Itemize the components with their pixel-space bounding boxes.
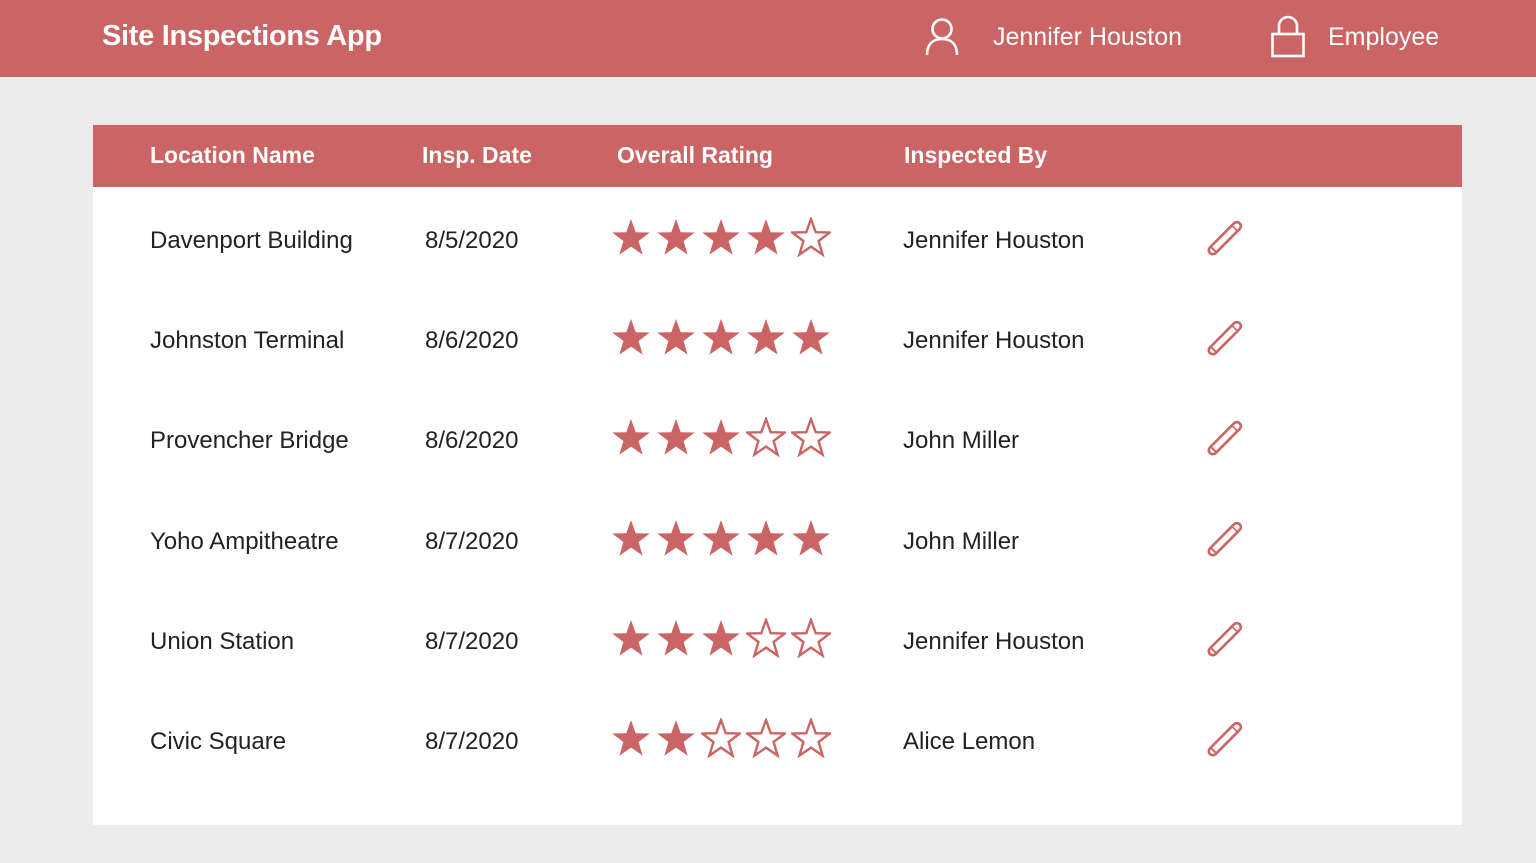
rating-stars (611, 518, 831, 562)
column-header-location[interactable]: Location Name (150, 142, 315, 168)
user-icon (925, 18, 959, 56)
location-name: Union Station (150, 627, 295, 655)
inspected-by: John Miller (903, 427, 1020, 455)
star-filled-icon (702, 519, 740, 556)
location-name: Yoho Ampitheatre (150, 527, 339, 555)
edit-pencil-icon[interactable] (1196, 415, 1248, 467)
star-filled-icon (612, 419, 650, 455)
star-filled-icon (792, 519, 830, 556)
table-row[interactable]: Provencher Bridge 8/6/2020 John Miller (93, 391, 1462, 491)
rating-stars (611, 617, 831, 662)
edit-pencil-icon[interactable] (1196, 215, 1248, 267)
edit-pencil-icon[interactable] (1196, 716, 1248, 768)
edit-pencil-icon[interactable] (1196, 315, 1248, 367)
star-empty-icon (746, 718, 786, 758)
location-name: Johnston Terminal (150, 327, 345, 355)
inspection-date: 8/6/2020 (425, 427, 519, 455)
column-header-inspector[interactable]: Inspected By (904, 142, 1048, 168)
inspection-date: 8/5/2020 (425, 227, 519, 254)
star-filled-icon (612, 720, 650, 756)
inspected-by: John Miller (903, 527, 1020, 555)
rating-stars (611, 317, 831, 361)
table-row[interactable]: Union Station 8/7/2020 Jennifer Houston (93, 592, 1462, 692)
star-filled-icon (792, 319, 830, 355)
edit-pencil-icon[interactable] (1196, 516, 1248, 568)
table-row[interactable]: Johnston Terminal 8/6/2020 Jennifer Hous… (93, 291, 1462, 391)
star-empty-icon (791, 718, 831, 758)
inspected-by: Jennifer Houston (903, 227, 1085, 254)
rating-stars (611, 417, 831, 461)
column-header-rating[interactable]: Overall Rating (617, 142, 773, 168)
star-filled-icon (657, 519, 695, 556)
star-empty-icon (791, 617, 831, 658)
star-filled-icon (702, 219, 740, 255)
edit-pencil-icon[interactable] (1196, 616, 1248, 668)
inspected-by: Alice Lemon (903, 728, 1036, 755)
table-row[interactable]: Civic Square 8/7/2020 Alice Lemon (93, 692, 1462, 792)
star-filled-icon (702, 619, 740, 656)
app-title: Site Inspections App (102, 20, 382, 52)
star-filled-icon (702, 319, 740, 355)
star-filled-icon (612, 219, 650, 255)
column-header-date[interactable]: Insp. Date (422, 142, 532, 168)
star-filled-icon (702, 419, 740, 455)
star-filled-icon (612, 319, 650, 355)
inspected-by: Jennifer Houston (903, 327, 1085, 355)
location-name: Civic Square (150, 728, 287, 755)
star-empty-icon (791, 417, 831, 458)
inspection-date: 8/7/2020 (425, 527, 519, 555)
inspection-date: 8/7/2020 (425, 627, 519, 655)
star-filled-icon (612, 619, 650, 656)
current-user-name: Jennifer Houston (993, 23, 1183, 51)
star-filled-icon (657, 419, 695, 455)
star-filled-icon (612, 519, 650, 556)
star-empty-icon (746, 417, 786, 458)
top-bar: Site Inspections App Jennifer Houston Em… (0, 0, 1536, 77)
star-filled-icon (657, 319, 695, 355)
lock-icon (1271, 15, 1305, 58)
location-name: Provencher Bridge (150, 427, 349, 455)
inspected-by: Jennifer Houston (903, 627, 1085, 655)
star-filled-icon (657, 219, 695, 255)
inspection-date: 8/6/2020 (425, 327, 519, 355)
star-filled-icon (657, 619, 695, 656)
star-empty-icon (791, 217, 831, 257)
table-header: Location Name Insp. Date Overall Rating … (93, 125, 1462, 187)
rating-stars (611, 217, 831, 261)
star-filled-icon (657, 720, 695, 756)
table-row[interactable]: Yoho Ampitheatre 8/7/2020 John Miller (93, 492, 1462, 592)
location-name: Davenport Building (150, 227, 353, 254)
star-filled-icon (747, 219, 785, 255)
user-role: Employee (1328, 23, 1440, 51)
inspections-table: Location Name Insp. Date Overall Rating … (93, 125, 1462, 825)
star-empty-icon (746, 617, 786, 658)
table-row[interactable]: Davenport Building 8/5/2020 Jennifer Hou… (93, 191, 1462, 291)
star-filled-icon (747, 319, 785, 355)
inspection-date: 8/7/2020 (425, 728, 519, 755)
star-empty-icon (701, 718, 741, 758)
star-filled-icon (747, 519, 785, 556)
rating-stars (611, 718, 831, 762)
